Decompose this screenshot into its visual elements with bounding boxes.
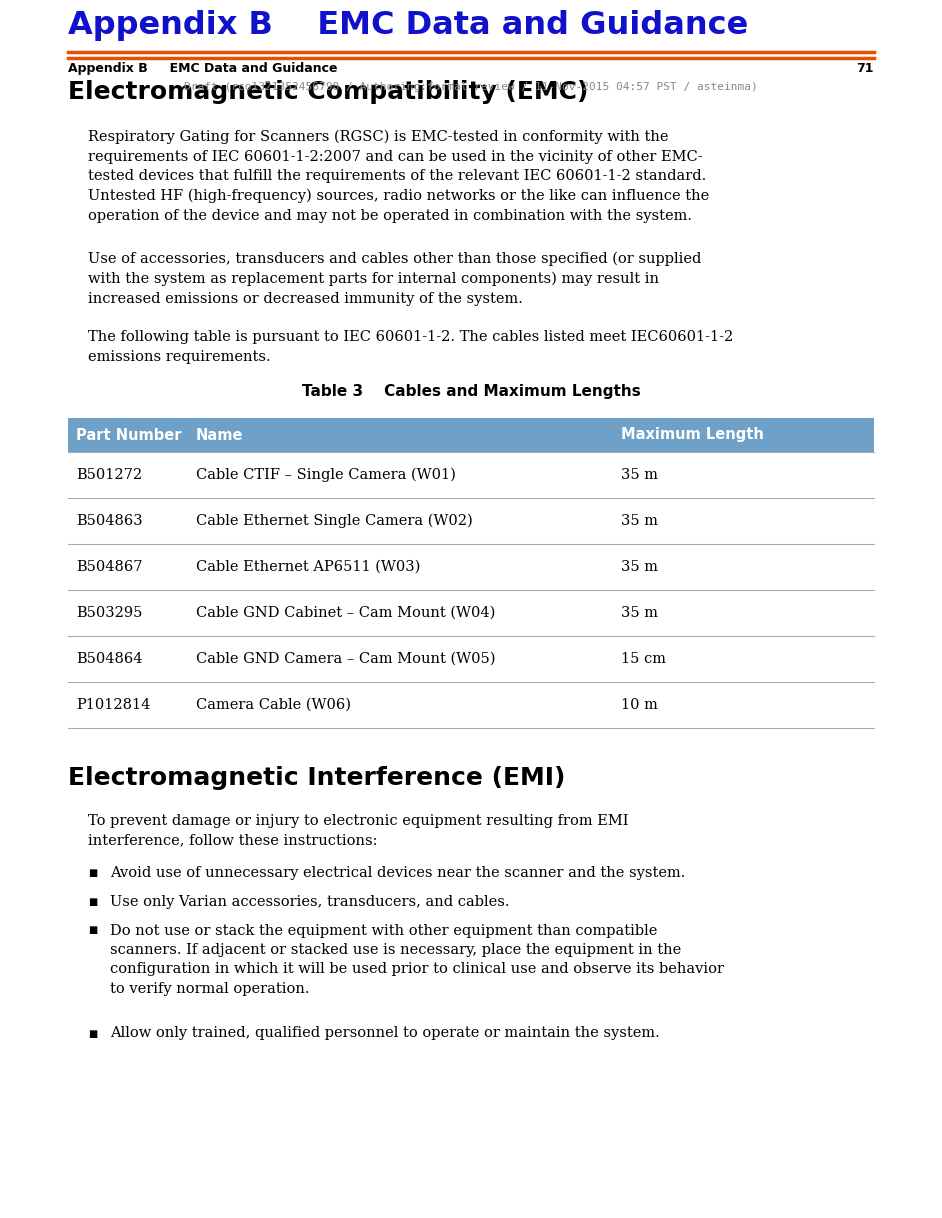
Text: Draft (rco1321352456798 / Authoring:formal review / 11-Nov-2015 04:57 PST / aste: Draft (rco1321352456798 / Authoring:form… — [184, 82, 758, 93]
Text: 35 m: 35 m — [621, 607, 658, 620]
Text: Part Number: Part Number — [76, 428, 182, 442]
Text: Electromagnetic Compatibility (EMC): Electromagnetic Compatibility (EMC) — [68, 80, 589, 104]
Text: Table 3    Cables and Maximum Lengths: Table 3 Cables and Maximum Lengths — [301, 384, 641, 400]
Text: The following table is pursuant to IEC 60601-1-2. The cables listed meet IEC6060: The following table is pursuant to IEC 6… — [88, 330, 733, 363]
Text: Cable Ethernet Single Camera (W02): Cable Ethernet Single Camera (W02) — [196, 514, 473, 529]
Text: B501272: B501272 — [76, 468, 142, 482]
Text: B503295: B503295 — [76, 607, 142, 620]
Text: Appendix B    EMC Data and Guidance: Appendix B EMC Data and Guidance — [68, 10, 748, 41]
Text: B504867: B504867 — [76, 560, 142, 574]
Text: B504863: B504863 — [76, 514, 142, 527]
Text: 71: 71 — [856, 62, 874, 76]
Text: 35 m: 35 m — [621, 560, 658, 574]
Text: Do not use or stack the equipment with other equipment than compatible
scanners.: Do not use or stack the equipment with o… — [110, 923, 724, 996]
Text: Use only Varian accessories, transducers, and cables.: Use only Varian accessories, transducers… — [110, 895, 510, 909]
Text: Electromagnetic Interference (EMI): Electromagnetic Interference (EMI) — [68, 766, 565, 790]
Text: To prevent damage or injury to electronic equipment resulting from EMI
interfere: To prevent damage or injury to electroni… — [88, 814, 628, 848]
Text: Avoid use of unnecessary electrical devices near the scanner and the system.: Avoid use of unnecessary electrical devi… — [110, 866, 686, 879]
Text: Cable GND Cabinet – Cam Mount (W04): Cable GND Cabinet – Cam Mount (W04) — [196, 607, 495, 620]
Text: ■: ■ — [88, 896, 97, 906]
Text: Name: Name — [196, 428, 243, 442]
Text: Maximum Length: Maximum Length — [621, 428, 764, 442]
Text: Appendix B     EMC Data and Guidance: Appendix B EMC Data and Guidance — [68, 62, 337, 76]
Text: 35 m: 35 m — [621, 468, 658, 482]
Text: ■: ■ — [88, 926, 97, 935]
Text: 15 cm: 15 cm — [621, 652, 666, 666]
Text: Allow only trained, qualified personnel to operate or maintain the system.: Allow only trained, qualified personnel … — [110, 1027, 659, 1040]
Text: Cable CTIF – Single Camera (W01): Cable CTIF – Single Camera (W01) — [196, 468, 456, 482]
Text: ■: ■ — [88, 1028, 97, 1039]
Text: 35 m: 35 m — [621, 514, 658, 527]
Text: Cable GND Camera – Cam Mount (W05): Cable GND Camera – Cam Mount (W05) — [196, 652, 495, 666]
Text: P1012814: P1012814 — [76, 698, 151, 713]
Text: 10 m: 10 m — [621, 698, 658, 713]
Text: B504864: B504864 — [76, 652, 142, 666]
Bar — [68, 418, 874, 452]
Text: ■: ■ — [88, 868, 97, 878]
Text: Use of accessories, transducers and cables other than those specified (or suppli: Use of accessories, transducers and cabl… — [88, 252, 702, 306]
Text: Cable Ethernet AP6511 (W03): Cable Ethernet AP6511 (W03) — [196, 560, 420, 574]
Text: Camera Cable (W06): Camera Cable (W06) — [196, 698, 351, 713]
Text: Respiratory Gating for Scanners (RGSC) is EMC-tested in conformity with the
requ: Respiratory Gating for Scanners (RGSC) i… — [88, 130, 709, 223]
